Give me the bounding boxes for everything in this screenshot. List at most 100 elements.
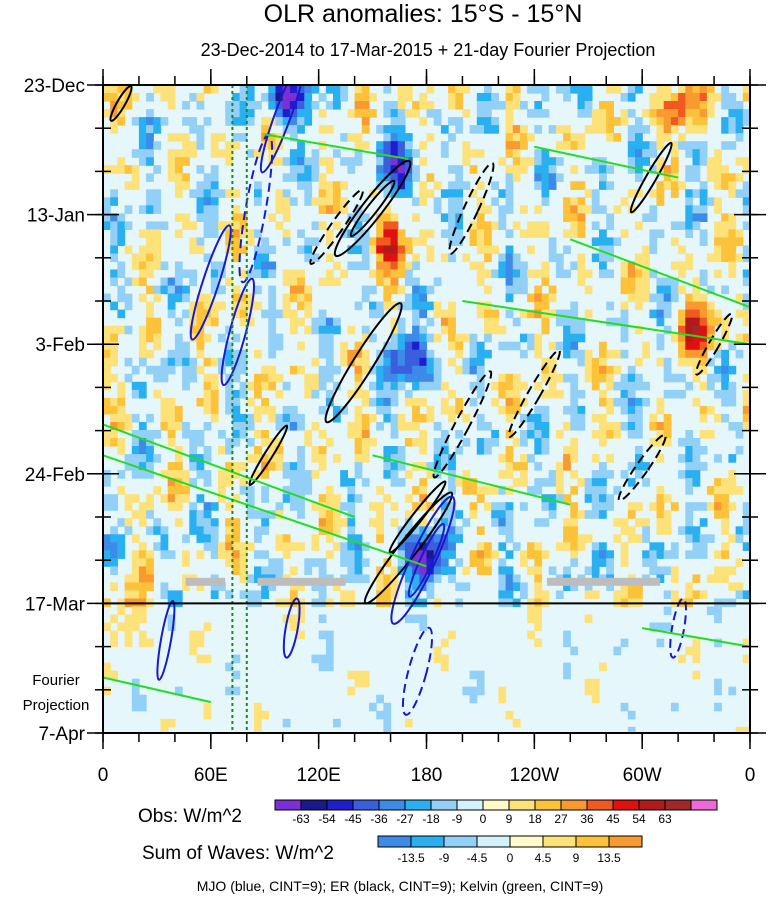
olr-cell (376, 534, 384, 543)
olr-cell (570, 341, 579, 351)
olr-cell (735, 189, 744, 198)
olr-cell (570, 550, 579, 559)
olr-cell (153, 237, 162, 246)
olr-cell (325, 486, 334, 495)
olr-cell (685, 381, 694, 391)
olr-cell (635, 430, 643, 439)
olr-cell (642, 277, 650, 287)
olr-cell (103, 93, 111, 102)
olr-cell (196, 133, 205, 142)
olr-cell (225, 397, 233, 407)
missing-data-bar (185, 577, 226, 586)
olr-cell (448, 389, 456, 399)
olr-cell (160, 357, 169, 367)
olr-cell (131, 694, 140, 704)
olr-cell (182, 157, 190, 166)
olr-cell (182, 534, 190, 543)
olr-cell (110, 430, 118, 439)
olr-cell (131, 574, 140, 583)
olr-cell (361, 293, 370, 303)
olr-cell (469, 486, 478, 495)
olr-cell (678, 333, 686, 343)
olr-cell (419, 341, 428, 351)
olr-cell (390, 221, 399, 230)
olr-cell (440, 309, 449, 319)
olr-cell (570, 542, 579, 551)
olr-cell (548, 245, 557, 255)
olr-cell (721, 526, 729, 535)
olr-cell (397, 325, 406, 335)
olr-cell (354, 101, 363, 110)
olr-cell (261, 397, 269, 407)
olr-cell (203, 446, 212, 455)
olr-cell (714, 389, 722, 399)
olr-cell (656, 566, 665, 575)
olr-cell (455, 405, 464, 415)
olr-cell (512, 389, 521, 399)
olr-cell (390, 157, 399, 166)
olr-cell (520, 558, 528, 567)
olr-cell (318, 325, 327, 335)
olr-cell (153, 125, 162, 134)
olr-cell (534, 462, 543, 471)
olr-cell (627, 133, 636, 142)
olr-cell (606, 213, 614, 222)
olr-cell (110, 269, 118, 279)
olr-cell (390, 181, 399, 190)
olr-cell (505, 117, 514, 126)
olr-cell (692, 333, 701, 343)
olr-cell (138, 630, 147, 640)
olr-cell (232, 534, 241, 543)
olr-cell (203, 470, 212, 479)
olr-cell (678, 438, 686, 447)
olr-cell (289, 614, 298, 624)
olr-cell (146, 125, 154, 134)
olr-cell (210, 373, 219, 383)
olr-cell (649, 93, 658, 102)
olr-cell (678, 325, 686, 335)
olr-cell (210, 301, 219, 311)
mjo-contour (156, 599, 176, 681)
olr-cell (563, 405, 571, 415)
olr-cell (390, 269, 399, 279)
olr-cell (685, 149, 694, 158)
olr-cell (383, 277, 392, 287)
olr-cell (555, 478, 564, 487)
olr-cell (670, 237, 679, 246)
olr-cell (599, 205, 607, 214)
colorbar-cell (638, 799, 666, 811)
olr-cell (304, 325, 313, 335)
olr-cell (699, 405, 708, 415)
olr-cell (462, 181, 471, 190)
olr-cell (455, 365, 464, 375)
olr-cell (613, 117, 622, 126)
olr-cell (174, 357, 183, 367)
olr-cell (699, 93, 708, 102)
obs-colorbar: -63 -54 -45 -36 -27 -18 -9 0 9 18 27 36 45 54 63 (274, 799, 718, 826)
olr-cell (656, 357, 665, 367)
olr-cell (728, 141, 737, 150)
olr-cell (599, 422, 607, 431)
olr-cell (462, 518, 471, 527)
olr-cell (706, 381, 715, 391)
olr-cell (491, 381, 499, 391)
olr-cell (577, 542, 586, 551)
olr-cell (131, 438, 140, 447)
olr-cell (692, 221, 701, 230)
olr-cell (196, 397, 205, 407)
olr-cell (606, 165, 614, 174)
olr-cell (606, 125, 614, 134)
olr-cell (433, 117, 442, 126)
olr-cell (541, 550, 550, 559)
olr-cell (174, 470, 183, 479)
olr-cell (448, 478, 456, 487)
olr-cell (512, 85, 521, 94)
olr-cell (232, 518, 241, 527)
olr-cell (412, 173, 420, 182)
olr-cell (131, 582, 140, 591)
er-contour (349, 179, 396, 238)
olr-cell (347, 486, 356, 495)
olr-cell (383, 213, 392, 222)
olr-cell (714, 454, 722, 463)
olr-cell (347, 245, 356, 255)
